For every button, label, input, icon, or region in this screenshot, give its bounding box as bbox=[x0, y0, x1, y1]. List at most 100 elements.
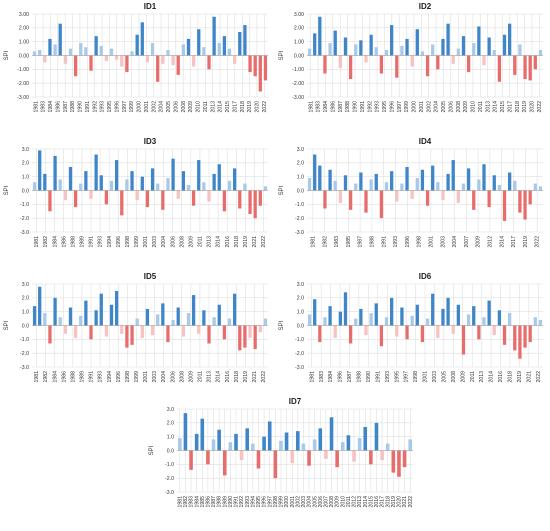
x-tick-label: 1997 bbox=[267, 496, 273, 508]
spi-bar bbox=[343, 175, 348, 191]
spi-bar bbox=[518, 190, 522, 213]
spi-chart-svg: ID2 SPI 3.00 2.00 1.00 0.00 -1.00 -2.00 -3.00 198… bbox=[279, 2, 543, 113]
x-tick-label: 1981 bbox=[33, 101, 39, 113]
spi-bar bbox=[166, 325, 170, 343]
spi-bar bbox=[487, 300, 491, 326]
spi-bar bbox=[390, 171, 394, 191]
x-tick-label: 2009 bbox=[188, 101, 194, 113]
spi-bar bbox=[191, 190, 196, 206]
y-tick-label: -1.0 bbox=[165, 462, 174, 468]
spi-bar bbox=[217, 43, 221, 56]
x-tick-label: 2018 bbox=[240, 101, 246, 113]
spi-bar bbox=[528, 55, 532, 81]
x-tick-label: 1981 bbox=[311, 236, 317, 248]
y-tick-label: 1.0 bbox=[297, 174, 304, 180]
spi-bar bbox=[186, 313, 191, 326]
spi-bar bbox=[135, 318, 139, 326]
spi-bar bbox=[206, 450, 210, 465]
spi-bar bbox=[181, 325, 185, 337]
x-tick-label: 1993 bbox=[98, 371, 104, 383]
spi-bar bbox=[482, 317, 486, 326]
y-axis-label: SPI bbox=[149, 445, 155, 455]
spi-bar bbox=[352, 450, 356, 462]
spi-bar bbox=[194, 433, 199, 451]
spi-bar bbox=[38, 150, 42, 191]
spi-bar bbox=[150, 43, 155, 56]
x-tick-label: 1982 bbox=[322, 236, 328, 248]
spi-bar bbox=[79, 183, 83, 191]
x-tick-label: 1999 bbox=[279, 496, 285, 508]
y-tick-label: 0.0 bbox=[297, 188, 304, 194]
spi-bar bbox=[369, 450, 373, 465]
x-tick-label: 1988 bbox=[217, 496, 223, 508]
x-tick-label: 1998 bbox=[273, 496, 279, 508]
spi-bar bbox=[420, 325, 425, 343]
spi-bar bbox=[243, 325, 247, 348]
x-tick-label: 1995 bbox=[107, 101, 113, 113]
spi-bar bbox=[446, 23, 450, 56]
spi-bar bbox=[502, 34, 507, 56]
x-tick-label: 2004 bbox=[434, 101, 440, 113]
spi-bar bbox=[508, 313, 512, 326]
spi-bar bbox=[120, 325, 124, 334]
x-tick-label: 2003 bbox=[152, 236, 158, 248]
x-tick-label: 2001 bbox=[419, 101, 425, 113]
x-tick-label: 1984 bbox=[328, 371, 334, 383]
x-tick-label: 1993 bbox=[385, 371, 391, 383]
spi-bar bbox=[477, 26, 481, 56]
spi-bar bbox=[197, 160, 201, 191]
x-tick-label: 1990 bbox=[78, 101, 84, 113]
x-tick-label: 1997 bbox=[404, 371, 410, 383]
spi-bar bbox=[425, 190, 430, 206]
spi-bar bbox=[477, 179, 481, 191]
y-tick-label: 1.00 bbox=[19, 39, 29, 45]
spi-bar bbox=[48, 190, 52, 212]
spi-bar bbox=[186, 38, 191, 56]
spi-bar bbox=[359, 40, 363, 56]
chart-panel-id1: ID1 SPI 3.00 2.00 1.00 0.00 -1.00 -2.00 -3.00 198… bbox=[0, 0, 275, 130]
spi-bar bbox=[161, 190, 165, 210]
spi-bar bbox=[186, 184, 191, 191]
spi-bar bbox=[233, 55, 237, 64]
x-tick-label: 2008 bbox=[456, 101, 462, 113]
x-tick-label: 1983 bbox=[334, 236, 340, 248]
x-tick-label: 2009 bbox=[460, 371, 466, 383]
x-tick-label: 1992 bbox=[367, 101, 373, 113]
spi-bar bbox=[48, 38, 52, 56]
spi-bar bbox=[53, 44, 57, 56]
x-tick-label: 2014 bbox=[363, 496, 369, 508]
x-tick-label: 2011 bbox=[198, 236, 204, 247]
chart-title: ID6 bbox=[419, 272, 432, 281]
x-tick-label: 2011 bbox=[203, 101, 209, 112]
x-tick-label: 2019 bbox=[517, 371, 523, 383]
spi-bar bbox=[359, 308, 363, 326]
spi-bar bbox=[243, 183, 247, 191]
spi-bar bbox=[84, 300, 88, 326]
spi-bar bbox=[518, 44, 522, 56]
x-tick-label: 2003 bbox=[301, 496, 307, 508]
y-tick-label: 1.00 bbox=[294, 39, 304, 45]
x-tick-label: 1984 bbox=[48, 101, 54, 113]
x-tick-label: 2020 bbox=[530, 101, 536, 113]
x-tick-label: 2009 bbox=[463, 101, 469, 113]
x-tick-label: 1993 bbox=[98, 236, 104, 248]
spi-bar bbox=[217, 429, 221, 451]
spi-bar bbox=[338, 190, 342, 203]
spi-bar bbox=[307, 450, 311, 466]
spi-bar bbox=[248, 190, 252, 215]
y-tick-label: 2.00 bbox=[294, 26, 304, 32]
x-tick-label: 1988 bbox=[357, 371, 363, 383]
x-tick-label: 2006 bbox=[448, 101, 454, 113]
x-tick-label: 1987 bbox=[211, 496, 217, 508]
spi-bar bbox=[384, 182, 389, 191]
spi-bar bbox=[385, 443, 390, 451]
y-tick-label: 3.0 bbox=[167, 407, 174, 413]
spi-bar bbox=[120, 55, 124, 67]
spi-bar bbox=[202, 310, 206, 326]
spi-bar bbox=[410, 315, 414, 326]
y-tick-label: 3.00 bbox=[294, 12, 304, 18]
x-tick-label: 2001 bbox=[143, 236, 149, 248]
y-tick-label: 2.0 bbox=[22, 296, 29, 302]
x-tick-label: 2010 bbox=[196, 101, 202, 113]
